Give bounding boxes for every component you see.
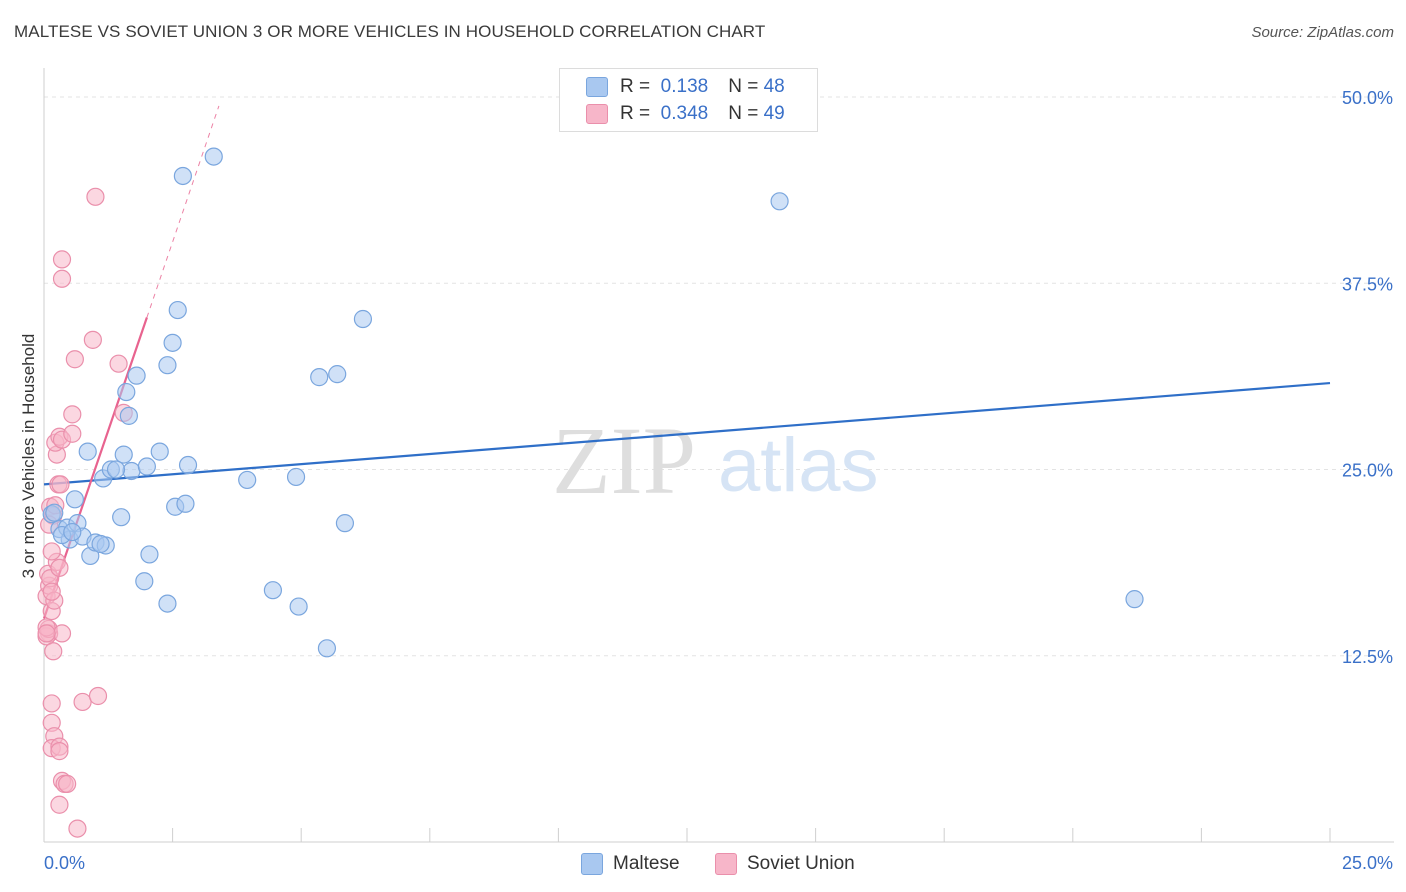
data-point-maltese [158,356,177,375]
legend-row-soviet-union: R = 0.348 N = 49 [586,102,785,126]
trend-lines [42,105,1331,619]
data-point-maltese [137,457,156,476]
data-point-maltese [119,406,138,425]
bottom-legend-label-maltese: Maltese [613,853,680,874]
bottom-legend-soviet-union: Soviet Union [715,852,855,876]
data-point-maltese [770,192,789,211]
data-point-soviet-union [50,558,69,577]
data-point-maltese [1125,590,1144,609]
legend-n-label: N = [728,76,759,97]
data-point-maltese [286,467,306,487]
data-point-maltese [78,442,97,461]
data-point-soviet-union [42,542,61,561]
data-point-maltese [353,309,373,329]
data-point-soviet-union [44,642,63,661]
trend-extension-soviet-union [146,105,220,318]
data-point-soviet-union [86,187,105,206]
data-point-soviet-union [58,774,77,793]
legend-n-label: N = [728,103,759,124]
data-point-maltese [178,455,198,475]
correlation-legend: R = 0.138 N = 48 R = 0.348 N = 49 [559,68,818,132]
legend-row-maltese: R = 0.138 N = 48 [586,75,785,99]
data-point-soviet-union [50,742,69,761]
tick-labels: 12.5% 25.0% 37.5% 50.0% 0.0% 25.0% [44,88,1393,873]
data-point-maltese [238,470,257,490]
data-point-maltese [91,534,110,554]
legend-r-value-maltese: 0.138 [660,76,709,97]
data-point-maltese [45,503,64,522]
y-tick-label: 37.5% [1342,274,1393,294]
y-axis-label: 3 or more Vehicles in Household [19,333,38,579]
data-point-maltese [135,572,154,591]
y-tick-label: 25.0% [1342,461,1393,481]
data-point-maltese [335,514,355,533]
data-point-soviet-union [109,354,128,373]
data-point-maltese [176,494,195,513]
legend-n-value-maltese: 48 [763,76,785,97]
data-point-maltese [63,522,82,542]
watermark-zip: ZIP [552,407,696,514]
data-point-maltese [127,366,146,385]
data-point-maltese [263,581,283,600]
legend-r-label: R = [620,103,651,124]
x-tick-label-min: 0.0% [44,853,85,873]
data-point-soviet-union [83,330,102,349]
data-point-soviet-union [88,686,108,706]
data-point-maltese [310,368,329,387]
data-point-maltese [158,594,177,613]
data-point-soviet-union [73,692,92,712]
data-point-soviet-union [52,269,72,288]
data-point-maltese [122,461,141,481]
source-label: Source: ZipAtlas.com [1251,24,1394,41]
data-point-maltese [140,545,159,564]
legend-n-value-soviet-union: 49 [763,103,785,124]
data-point-maltese [112,508,131,527]
chart-title: MALTESE VS SOVIET UNION 3 OR MORE VEHICL… [14,22,766,41]
data-point-soviet-union [50,795,69,814]
y-tick-label: 50.0% [1342,88,1393,108]
data-point-maltese [117,382,136,402]
data-point-maltese [317,639,337,658]
data-points [37,147,1144,838]
watermark-atlas: atlas [718,423,879,508]
data-point-soviet-union [42,582,61,601]
data-point-soviet-union [52,250,72,269]
bottom-legend-swatch-maltese [581,853,603,875]
legend-r-value-soviet-union: 0.348 [660,103,709,124]
legend-r-label: R = [620,76,651,97]
gridlines [44,96,1394,657]
data-point-maltese [163,333,182,352]
bottom-legend-label-soviet-union: Soviet Union [747,853,855,874]
bottom-legend-maltese: Maltese [581,852,680,876]
data-point-soviet-union [63,405,82,424]
watermark: ZIP atlas [552,407,879,514]
data-point-maltese [106,460,126,479]
data-point-soviet-union [51,475,70,494]
data-point-maltese [173,166,192,186]
data-point-soviet-union [65,350,84,369]
data-point-soviet-union [42,694,61,713]
bottom-legend-swatch-soviet-union [715,853,737,875]
data-point-soviet-union [63,424,82,443]
data-point-soviet-union [68,819,87,838]
data-point-maltese [150,442,169,461]
data-point-maltese [204,147,223,166]
data-point-soviet-union [52,624,72,643]
axes [43,68,1394,843]
x-tick-label-max: 25.0% [1342,853,1393,873]
data-point-maltese [289,597,308,616]
y-tick-label: 12.5% [1342,647,1393,667]
data-point-soviet-union [37,624,56,643]
data-point-maltese [328,365,347,384]
data-point-maltese [114,445,133,464]
legend-swatch-soviet-union [586,104,608,124]
legend-swatch-maltese [586,77,608,97]
data-point-maltese [65,490,84,509]
data-point-maltese [168,300,187,320]
trend-line-maltese [43,381,1331,486]
